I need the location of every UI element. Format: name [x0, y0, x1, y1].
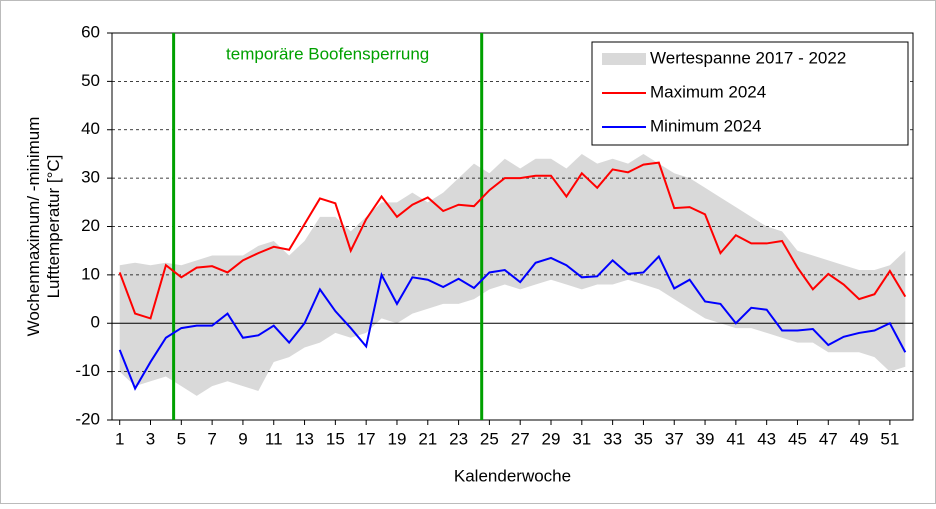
- legend-label: Minimum 2024: [650, 116, 762, 135]
- x-tick-label: 29: [542, 429, 561, 448]
- x-tick-label: 49: [850, 429, 869, 448]
- x-tick-label: 47: [819, 429, 838, 448]
- series-line: [118, 254, 907, 391]
- x-tick-label: 17: [357, 429, 376, 448]
- y-tick-label: -10: [75, 361, 100, 380]
- y-axis-label-line: Lufttemperatur [°C]: [44, 155, 63, 299]
- x-tick-label: 1: [115, 429, 124, 448]
- y-axis-label: Wochenmaximum/ -minimumLufttemperatur [°…: [24, 117, 63, 337]
- x-tick-label: 51: [880, 429, 899, 448]
- y-tick-label: 50: [81, 71, 100, 90]
- x-tick-label: 39: [696, 429, 715, 448]
- y-tick-label: 10: [81, 264, 100, 283]
- x-tick-label: 43: [757, 429, 776, 448]
- legend-swatch: [602, 53, 646, 65]
- x-tick-label: 9: [238, 429, 247, 448]
- y-tick-label: 40: [81, 119, 100, 138]
- x-tick-label: 25: [480, 429, 499, 448]
- x-tick-label: 27: [511, 429, 530, 448]
- y-tick-label: 30: [81, 168, 100, 187]
- x-axis-label: Kalenderwoche: [454, 466, 571, 485]
- x-tick-label: 35: [634, 429, 653, 448]
- x-tick-label: 33: [603, 429, 622, 448]
- legend-label: Wertespanne 2017 - 2022: [650, 48, 846, 67]
- x-tick-label: 15: [326, 429, 345, 448]
- y-axis-label-line: Wochenmaximum/ -minimum: [24, 117, 43, 337]
- x-tick-label: 3: [146, 429, 155, 448]
- x-tick-label: 23: [449, 429, 468, 448]
- y-tick-label: 20: [81, 216, 100, 235]
- plot-frame: [111, 32, 914, 421]
- x-tick-label: 31: [572, 429, 591, 448]
- x-tick-label: 11: [265, 429, 283, 448]
- x-tick-label: 21: [418, 429, 437, 448]
- x-tick-label: 19: [388, 429, 407, 448]
- x-tick-label: 13: [295, 429, 314, 448]
- y-tick-label: 0: [91, 313, 100, 332]
- x-tick-label: 37: [665, 429, 684, 448]
- y-tick-label: -20: [75, 409, 100, 428]
- x-tick-label: 41: [726, 429, 745, 448]
- y-tick-label: 60: [81, 22, 100, 41]
- x-tick-label: 45: [788, 429, 807, 448]
- x-tick-label: 7: [207, 429, 216, 448]
- x-tick-label: 5: [177, 429, 186, 448]
- legend-label: Maximum 2024: [650, 82, 766, 101]
- annotation: temporäre Boofensperrung: [226, 44, 429, 63]
- series-line: [118, 161, 907, 320]
